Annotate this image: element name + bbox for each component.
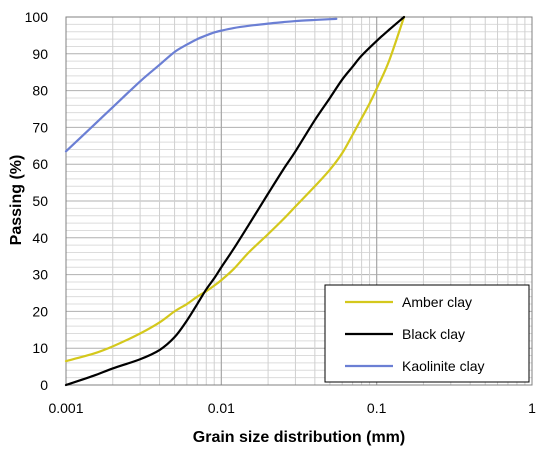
legend-label-black-clay: Black clay (402, 326, 465, 342)
y-tick-label: 30 (32, 267, 48, 283)
plot-frame (65, 16, 533, 386)
plot-border (65, 16, 533, 386)
series-line-black-clay (64, 15, 406, 387)
series-line-amber-clay (64, 15, 406, 363)
legend-label-amber-clay: Amber clay (402, 294, 472, 310)
y-tick-label: 60 (32, 156, 48, 172)
y-tick-labels: 0 10 20 30 40 50 60 70 80 90 100 (25, 9, 49, 393)
x-axis-title: Grain size distribution (mm) (193, 429, 405, 446)
y-axis-title: Passing (%) (8, 155, 25, 246)
x-tick-label: 0.01 (208, 400, 235, 416)
y-tick-label: 10 (32, 340, 48, 356)
y-tick-label: 50 (32, 193, 48, 209)
y-tick-label: 70 (32, 119, 48, 135)
legend-label-kaolinite-clay: Kaolinite clay (402, 358, 485, 374)
x-tick-label: 0.1 (367, 400, 387, 416)
y-tick-label: 0 (40, 377, 48, 393)
legend: Amber clay Black clay Kaolinite clay (324, 284, 530, 383)
series-lines (64, 15, 406, 387)
series-line-kaolinite-clay (64, 17, 338, 153)
x-tick-labels: 0.001 0.01 0.1 1 (48, 400, 536, 416)
y-tick-label: 40 (32, 230, 48, 246)
x-tick-label: 1 (528, 400, 536, 416)
y-tick-label: 100 (25, 9, 49, 25)
x-tick-label: 0.001 (48, 400, 83, 416)
y-tick-label: 80 (32, 83, 48, 99)
y-tick-label: 20 (32, 303, 48, 319)
y-tick-label: 90 (32, 46, 48, 62)
